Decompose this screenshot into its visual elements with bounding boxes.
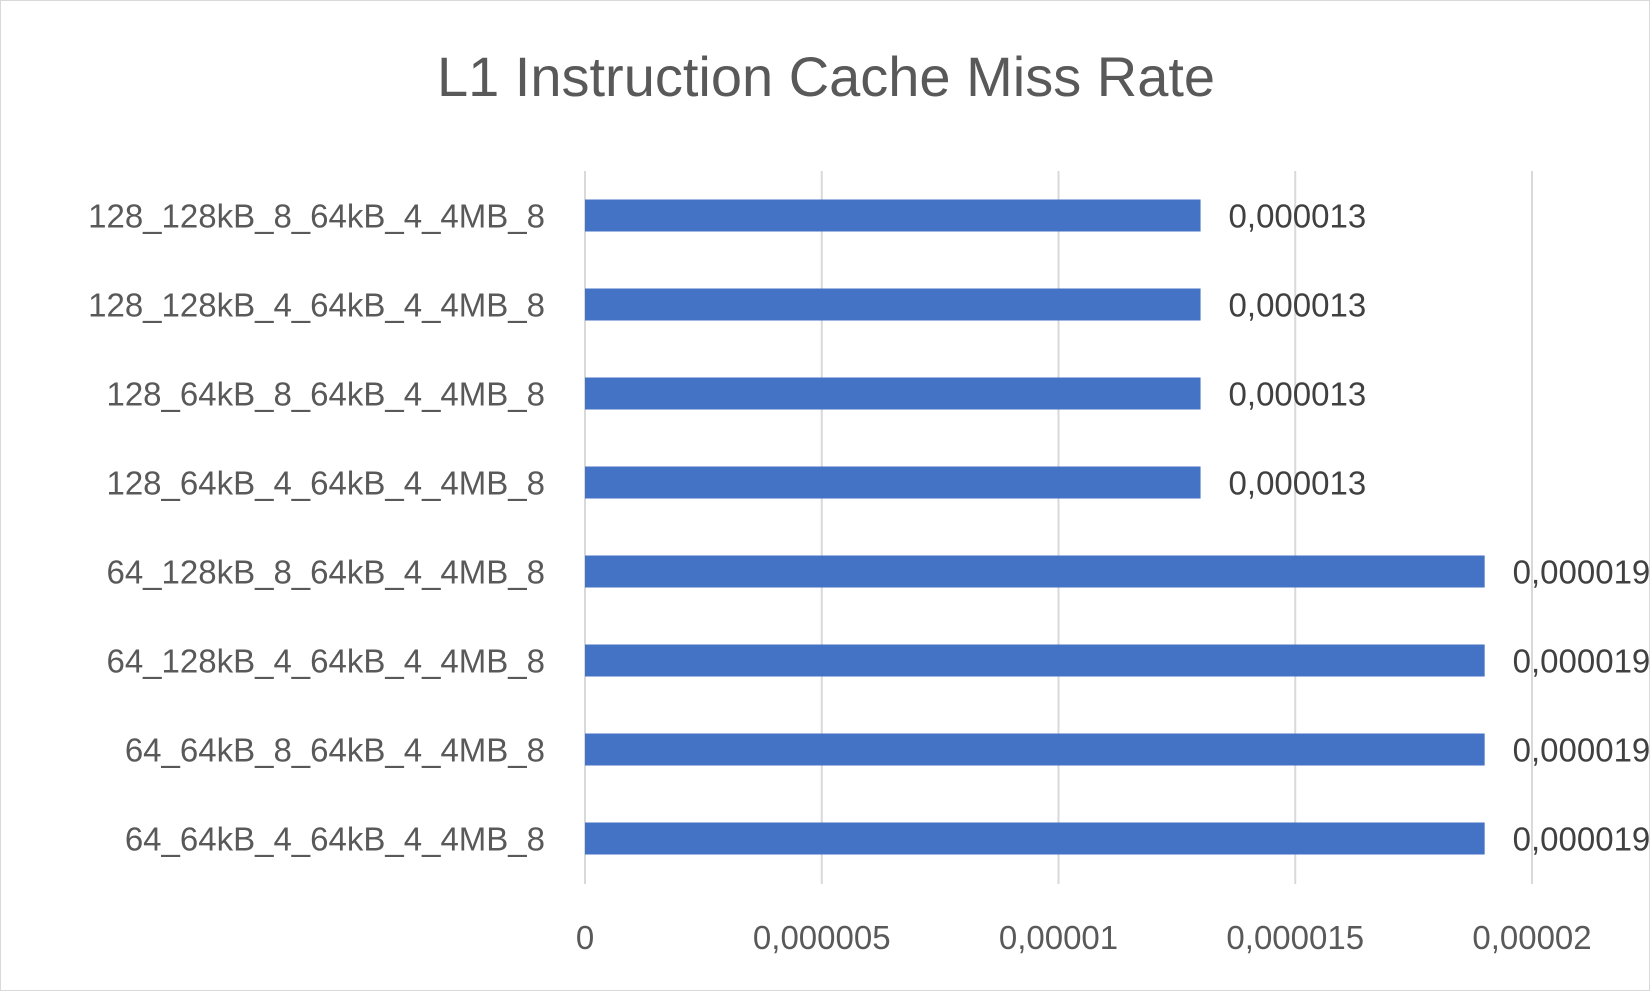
category-label: 64_64kB_4_64kB_4_4MB_8: [125, 821, 545, 858]
category-label: 64_64kB_8_64kB_4_4MB_8: [125, 732, 545, 769]
data-label: 0,000019: [1513, 643, 1651, 680]
bar: [585, 644, 1485, 677]
data-label: 0,000013: [1229, 198, 1367, 235]
chart-title: L1 Instruction Cache Miss Rate: [437, 45, 1215, 108]
x-tick-label: 0,00002: [1472, 919, 1591, 956]
category-label: 64_128kB_8_64kB_4_4MB_8: [106, 554, 545, 591]
data-label: 0,000019: [1513, 821, 1651, 858]
bar: [585, 288, 1201, 321]
bar: [585, 377, 1201, 410]
label-layer: 0 0,000005 0,00001 0,000015 0,00002 128_128kB…: [88, 198, 1650, 957]
bar: [585, 199, 1201, 232]
x-tick-label: 0,000015: [1226, 919, 1364, 956]
category-label: 128_128kB_8_64kB_4_4MB_8: [88, 198, 545, 235]
category-label: 128_64kB_8_64kB_4_4MB_8: [106, 376, 545, 413]
category-label: 64_128kB_4_64kB_4_4MB_8: [106, 643, 545, 680]
grid-layer: [584, 171, 1533, 884]
data-label: 0,000019: [1513, 732, 1651, 769]
data-label: 0,000013: [1229, 287, 1367, 324]
bar: [585, 733, 1485, 766]
bar: [585, 555, 1485, 588]
x-tick-label: 0,000005: [753, 919, 891, 956]
data-label: 0,000019: [1513, 554, 1651, 591]
category-label: 128_64kB_4_64kB_4_4MB_8: [106, 465, 545, 502]
category-label: 128_128kB_4_64kB_4_4MB_8: [88, 287, 545, 324]
bar: [585, 822, 1485, 855]
x-tick-label: 0,00001: [999, 919, 1118, 956]
bar: [585, 466, 1201, 499]
bar-layer: [585, 199, 1485, 855]
x-tick-label: 0: [576, 919, 594, 956]
data-label: 0,000013: [1229, 376, 1367, 413]
data-label: 0,000013: [1229, 465, 1367, 502]
